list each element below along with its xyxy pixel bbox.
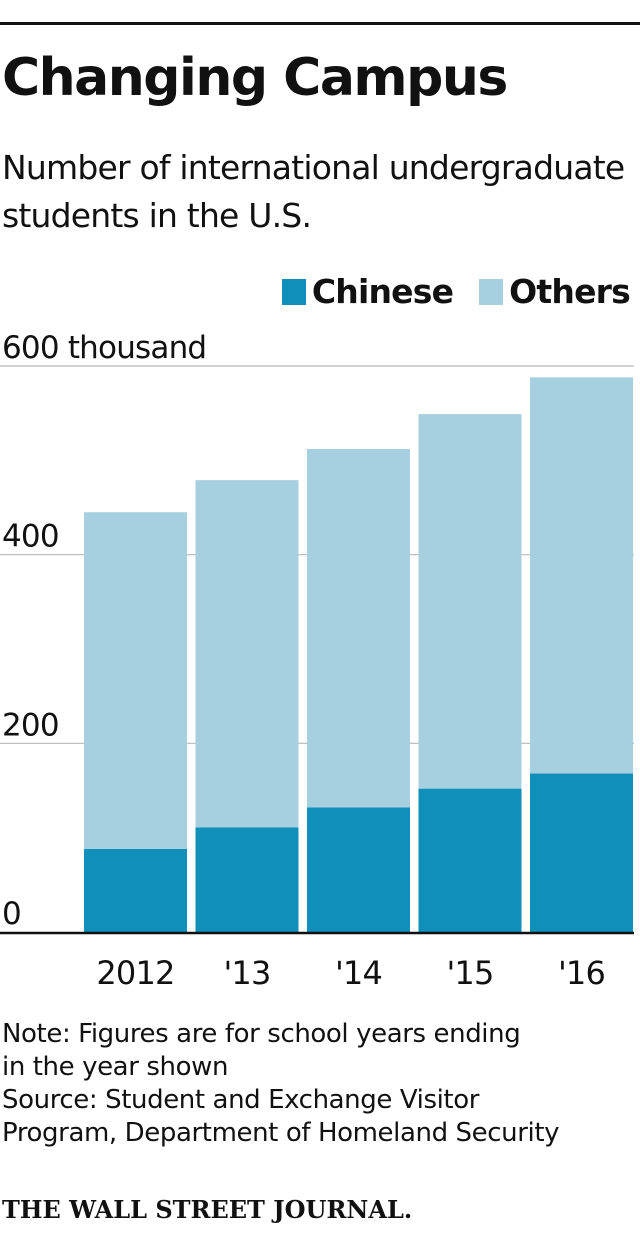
bar-others-4 [530, 377, 633, 774]
x-tick-label-0: 2012 [96, 954, 174, 992]
note-line-1: Note: Figures are for school years endin… [2, 1019, 521, 1049]
chart-subtitle: Number of international undergraduate st… [2, 148, 625, 235]
bar-chinese-2 [307, 807, 410, 932]
bar-others-1 [195, 480, 299, 828]
bar-others-2 [307, 449, 410, 808]
note-line-2: in the year shown [2, 1052, 229, 1082]
y-tick-label-200: 200 [2, 707, 59, 743]
y-tick-label-400: 400 [2, 519, 59, 555]
legend-swatch-others [479, 278, 504, 305]
x-tick-label-4: '16 [558, 954, 605, 992]
x-tick-label-3: '15 [446, 954, 493, 992]
bar-chinese-4 [530, 773, 633, 932]
legend-label-chinese: Chinese [311, 272, 454, 311]
chart-title: Changing Campus [2, 48, 508, 108]
y-tick-label-0: 0 [2, 896, 21, 932]
notes: Note: Figures are for school years endin… [2, 1018, 638, 1150]
source-line-2: Program, Department of Homeland Security [2, 1118, 560, 1148]
y-tick-label-600: 600 thousand [2, 330, 206, 366]
bar-others-0 [84, 512, 187, 849]
bar-chinese-0 [84, 848, 187, 932]
bar-chinese-1 [195, 827, 299, 932]
legend-swatch-chinese [281, 278, 306, 305]
x-tick-label-1: '13 [223, 954, 270, 992]
bar-chart: 0 200 400 600 thousand 2012 '13 '14 '15 '16 [0, 330, 634, 992]
legend-item-others: Others [479, 272, 631, 311]
legend-label-others: Others [509, 272, 631, 311]
top-rule [0, 22, 640, 25]
bar-chinese-3 [418, 788, 522, 932]
publisher-logo: THE WALL STREET JOURNAL. [2, 1195, 413, 1224]
x-tick-label-2: '14 [335, 954, 382, 992]
legend: Chinese Others [281, 272, 631, 311]
legend-item-chinese: Chinese [281, 272, 454, 311]
bar-others-3 [418, 414, 522, 789]
source-line-1: Source: Student and Exchange Visitor [2, 1085, 480, 1115]
